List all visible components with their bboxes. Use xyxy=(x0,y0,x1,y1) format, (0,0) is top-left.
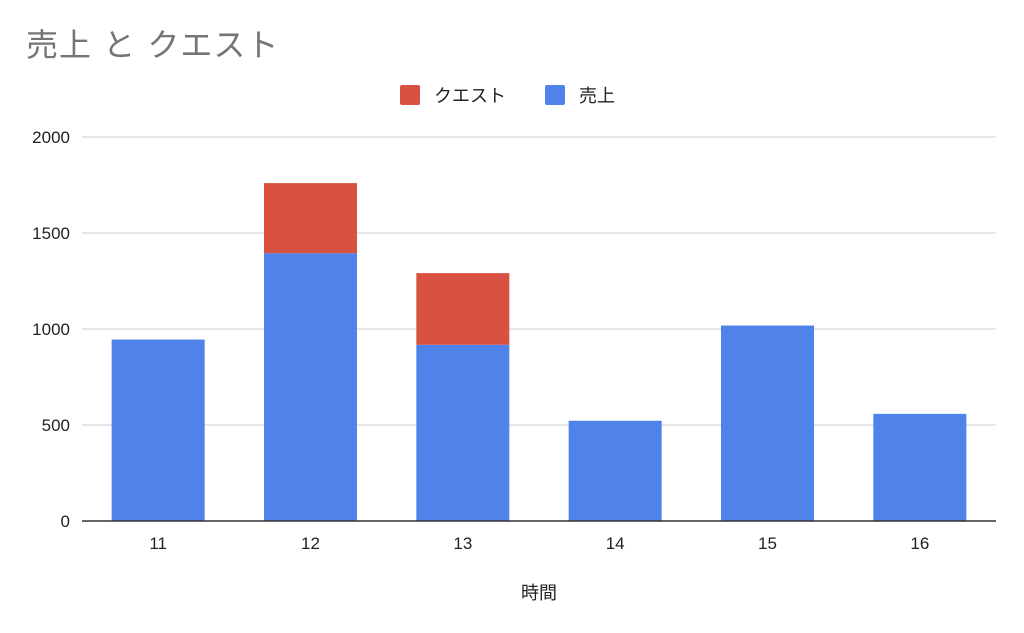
chart-title: 売上 と クエスト xyxy=(26,26,280,64)
bar-売上-14 xyxy=(568,420,662,521)
y-tick-label: 1500 xyxy=(32,224,70,243)
legend-label: 売上 xyxy=(579,86,615,107)
bars xyxy=(111,183,967,521)
y-tick-label: 0 xyxy=(61,512,70,531)
bar-売上-12 xyxy=(264,253,357,521)
gridlines xyxy=(82,136,996,426)
bar-クエスト-12 xyxy=(264,183,357,254)
bar-クエスト-13 xyxy=(416,273,510,345)
legend-swatch xyxy=(400,85,420,105)
bar-売上-15 xyxy=(721,325,814,521)
bar-売上-13 xyxy=(416,344,510,521)
legend: クエスト 売上 xyxy=(400,85,615,107)
y-tick-label: 2000 xyxy=(32,128,70,147)
x-tick-label: 16 xyxy=(910,534,929,553)
bar-売上-16 xyxy=(873,413,967,521)
x-tick-label: 12 xyxy=(301,534,320,553)
x-axis-title: 時間 xyxy=(521,583,557,604)
legend-swatch xyxy=(545,85,565,105)
bar-売上-11 xyxy=(111,339,205,521)
x-tick-label: 15 xyxy=(758,534,777,553)
y-axis-ticks: 0 500 1000 1500 2000 xyxy=(32,128,70,531)
x-tick-label: 13 xyxy=(453,534,472,553)
legend-label: クエスト xyxy=(434,86,506,107)
x-tick-label: 14 xyxy=(606,534,625,553)
y-tick-label: 500 xyxy=(42,416,70,435)
x-tick-label: 11 xyxy=(149,534,167,553)
x-axis-ticks: 11 12 13 14 15 16 xyxy=(149,534,929,553)
y-tick-label: 1000 xyxy=(32,320,70,339)
